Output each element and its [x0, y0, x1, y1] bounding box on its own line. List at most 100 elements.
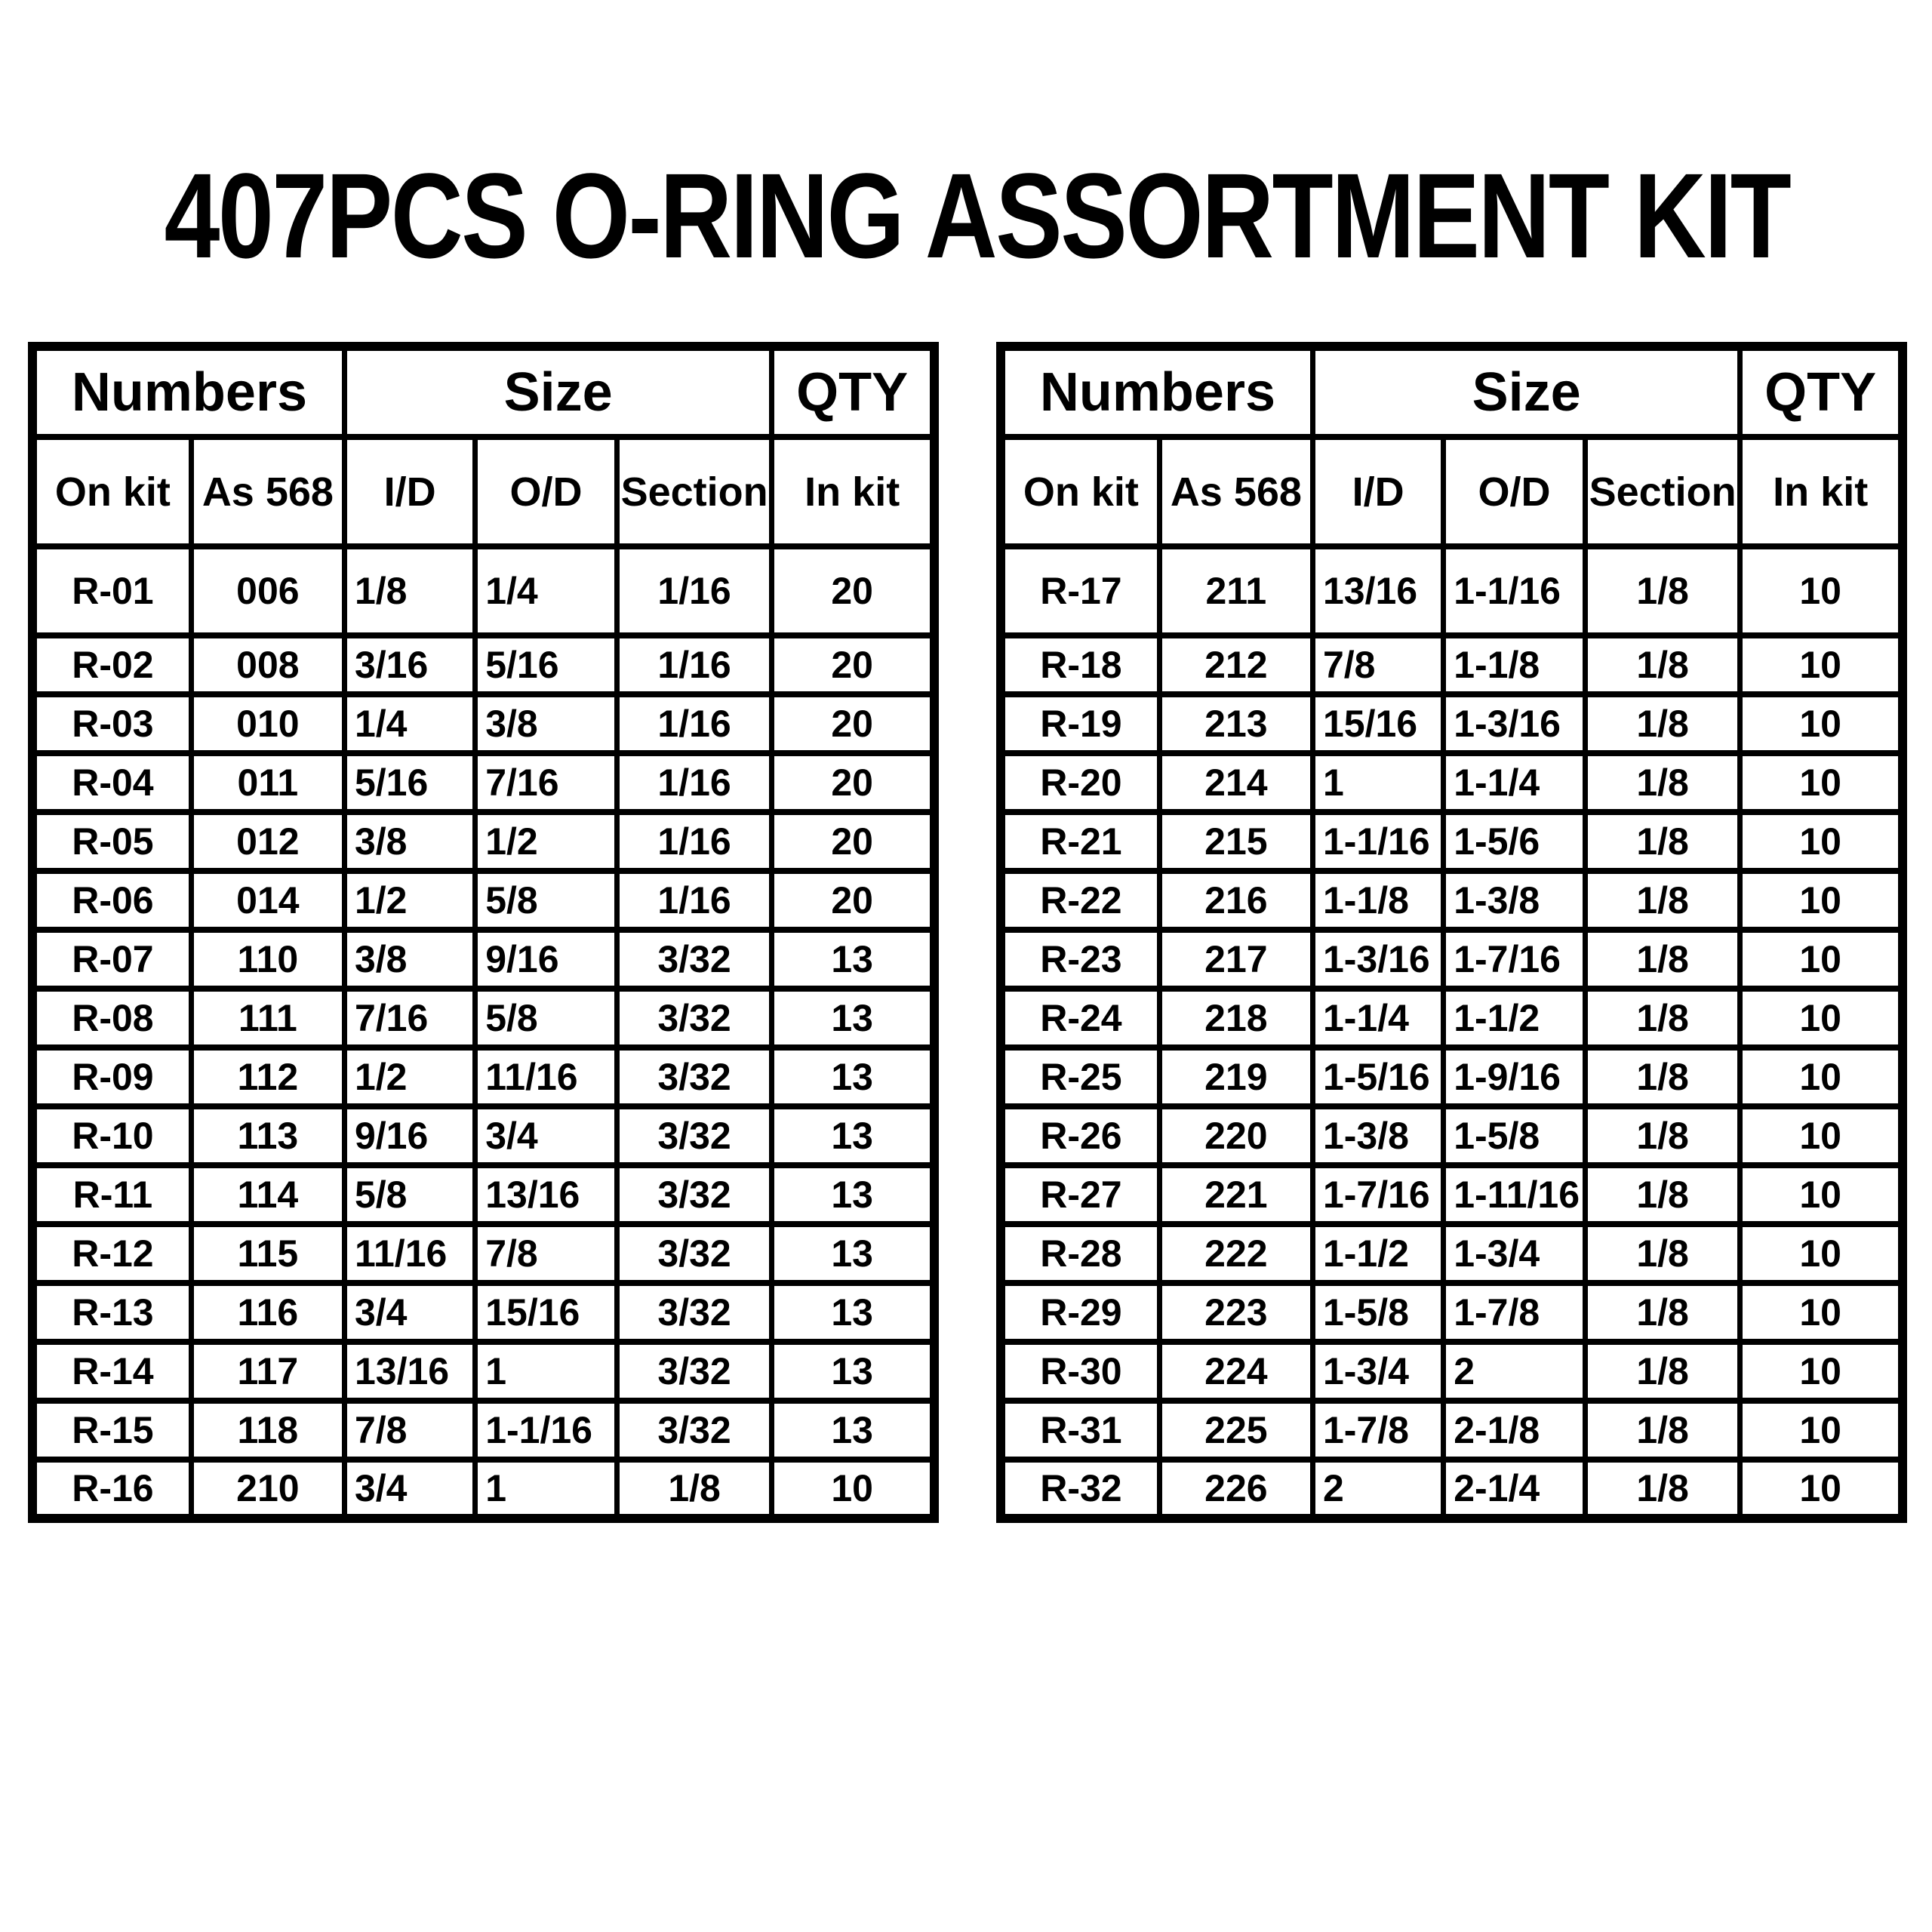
cell-on-kit: R-07	[29, 927, 194, 992]
cell-as-568: 114	[188, 1162, 347, 1227]
table-row: R-24 218 1-1/4 1-1/2 1/8 10	[998, 986, 1906, 1051]
cell-as-568: 226	[1156, 1457, 1315, 1521]
cell-on-kit: R-22	[998, 868, 1162, 933]
cell-in-kit: 10	[1737, 986, 1906, 1051]
cell-on-kit: R-03	[29, 691, 194, 756]
cell-in-kit: 10	[1737, 1103, 1906, 1168]
cell-as-568: 211	[1156, 543, 1315, 638]
cell-section: 3/32	[614, 1044, 775, 1109]
cell-on-kit: R-02	[29, 632, 194, 697]
cell-on-kit: R-05	[29, 809, 194, 874]
cell-id: 1-1/8	[1309, 868, 1447, 933]
cell-od: 3/8	[472, 691, 620, 756]
table-row: R-31 225 1-7/8 2-1/8 1/8 10	[998, 1398, 1906, 1463]
cell-section: 1/8	[1582, 986, 1743, 1051]
cell-on-kit: R-18	[998, 632, 1162, 697]
cell-in-kit: 10	[1737, 809, 1906, 874]
cell-od: 7/8	[472, 1221, 620, 1286]
cell-id: 1-7/8	[1309, 1398, 1447, 1463]
cell-as-568: 110	[188, 927, 347, 992]
cell-in-kit: 10	[1737, 927, 1906, 992]
cell-od: 7/16	[472, 750, 620, 815]
cell-section: 1/8	[614, 1457, 775, 1521]
col-header-on-kit: On kit	[998, 434, 1162, 549]
table-row: R-01 006 1/8 1/4 1/16 20	[29, 543, 937, 638]
header-numbers: Numbers	[29, 343, 347, 440]
cell-section: 1/8	[1582, 691, 1743, 756]
cell-on-kit: R-23	[998, 927, 1162, 992]
cell-id: 5/16	[341, 750, 478, 815]
table-row: R-27 221 1-7/16 1-11/16 1/8 10	[998, 1162, 1906, 1227]
table-row: R-30 224 1-3/4 2 1/8 10	[998, 1339, 1906, 1404]
cell-as-568: 218	[1156, 986, 1315, 1051]
cell-on-kit: R-08	[29, 986, 194, 1051]
cell-as-568: 212	[1156, 632, 1315, 697]
cell-in-kit: 10	[1737, 1457, 1906, 1521]
header-group-row: Numbers Size QTY	[998, 343, 1906, 440]
cell-on-kit: R-12	[29, 1221, 194, 1286]
cell-on-kit: R-29	[998, 1280, 1162, 1345]
cell-od: 9/16	[472, 927, 620, 992]
cell-as-568: 219	[1156, 1044, 1315, 1109]
cell-id: 3/4	[341, 1280, 478, 1345]
cell-as-568: 210	[188, 1457, 347, 1521]
cell-section: 1/8	[1582, 1398, 1743, 1463]
table-body: R-17 211 13/16 1-1/16 1/8 10 R-18 212 7/8 1-1/8 1/…	[998, 543, 1906, 1521]
col-header-in-kit: In kit	[1737, 434, 1906, 549]
cell-od: 1-1/2	[1441, 986, 1588, 1051]
cell-id: 1-5/8	[1309, 1280, 1447, 1345]
cell-in-kit: 20	[769, 750, 937, 815]
cell-as-568: 225	[1156, 1398, 1315, 1463]
cell-section: 1/16	[614, 691, 775, 756]
cell-section: 1/8	[1582, 750, 1743, 815]
cell-od: 1/4	[472, 543, 620, 638]
cell-od: 15/16	[472, 1280, 620, 1345]
cell-as-568: 222	[1156, 1221, 1315, 1286]
table-body: R-01 006 1/8 1/4 1/16 20 R-02 008 3/16 5/16 1/16 20…	[29, 543, 937, 1521]
cell-on-kit: R-13	[29, 1280, 194, 1345]
cell-od: 1-7/8	[1441, 1280, 1588, 1345]
col-header-in-kit: In kit	[769, 434, 937, 549]
cell-as-568: 010	[188, 691, 347, 756]
cell-id: 1-3/4	[1309, 1339, 1447, 1404]
cell-section: 1/8	[1582, 868, 1743, 933]
col-header-as-568: As 568	[188, 434, 347, 549]
cell-od: 1	[472, 1339, 620, 1404]
cell-on-kit: R-32	[998, 1457, 1162, 1521]
cell-section: 3/32	[614, 1103, 775, 1168]
cell-section: 3/32	[614, 1339, 775, 1404]
header-numbers: Numbers	[998, 343, 1315, 440]
cell-as-568: 221	[1156, 1162, 1315, 1227]
cell-on-kit: R-11	[29, 1162, 194, 1227]
cell-section: 1/16	[614, 868, 775, 933]
cell-as-568: 224	[1156, 1339, 1315, 1404]
col-header-section: Section	[1582, 434, 1743, 549]
table-header: Numbers Size QTY On kit As 568 I/D O/D S…	[29, 343, 937, 549]
cell-od: 5/8	[472, 986, 620, 1051]
cell-section: 3/32	[614, 1398, 775, 1463]
header-columns-row: On kit As 568 I/D O/D Section In kit	[29, 434, 937, 549]
cell-in-kit: 13	[769, 1280, 937, 1345]
cell-as-568: 118	[188, 1398, 347, 1463]
cell-id: 1/2	[341, 868, 478, 933]
table-row: R-12 115 11/16 7/8 3/32 13	[29, 1221, 937, 1286]
table-row: R-21 215 1-1/16 1-5/6 1/8 10	[998, 809, 1906, 874]
cell-section: 3/32	[614, 1221, 775, 1286]
cell-od: 1	[472, 1457, 620, 1521]
cell-in-kit: 20	[769, 868, 937, 933]
header-qty: QTY	[1737, 343, 1906, 440]
cell-on-kit: R-14	[29, 1339, 194, 1404]
cell-section: 1/8	[1582, 632, 1743, 697]
cell-on-kit: R-25	[998, 1044, 1162, 1109]
cell-in-kit: 13	[769, 986, 937, 1051]
cell-as-568: 223	[1156, 1280, 1315, 1345]
cell-in-kit: 20	[769, 543, 937, 638]
table-row: R-23 217 1-3/16 1-7/16 1/8 10	[998, 927, 1906, 992]
cell-on-kit: R-06	[29, 868, 194, 933]
cell-id: 15/16	[1309, 691, 1447, 756]
cell-in-kit: 13	[769, 1221, 937, 1286]
col-header-od: O/D	[1441, 434, 1588, 549]
table-row: R-05 012 3/8 1/2 1/16 20	[29, 809, 937, 874]
cell-od: 1-7/16	[1441, 927, 1588, 992]
page-title: 407PCS O-RING ASSORTMENT KIT	[164, 148, 1792, 283]
